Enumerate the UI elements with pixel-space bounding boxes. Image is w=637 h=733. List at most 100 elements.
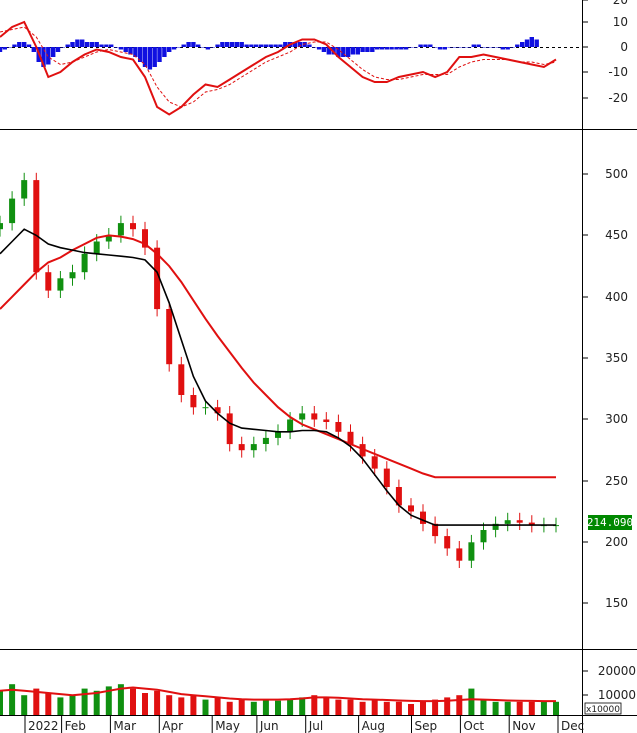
macd-histogram-bar xyxy=(244,44,249,47)
price-candle xyxy=(0,223,3,230)
macd-histogram-bar xyxy=(22,42,27,47)
macd-histogram-bar xyxy=(210,47,215,48)
volume-bar xyxy=(33,688,40,715)
price-candle xyxy=(93,241,100,254)
volume-bar xyxy=(105,686,112,715)
macd-histogram-bar xyxy=(423,44,428,47)
volume-bar xyxy=(335,699,342,715)
volume-moving-average xyxy=(0,686,556,703)
macd-histogram-bar xyxy=(534,39,539,47)
price-candle xyxy=(262,437,269,444)
price-candle xyxy=(444,536,451,549)
volume-bar xyxy=(444,697,451,715)
macd-histogram-bar xyxy=(2,47,7,50)
macd-histogram-bar xyxy=(418,44,423,47)
macd-histogram-bar xyxy=(200,47,206,48)
macd-histogram-bar xyxy=(384,47,389,50)
price-tick-label: 200 xyxy=(605,535,628,549)
macd-histogram-bar xyxy=(312,47,317,48)
macd-histogram-bar xyxy=(452,47,457,48)
macd-histogram-bar xyxy=(142,47,148,67)
volume-bar xyxy=(456,695,463,715)
macd-histogram-bar xyxy=(181,44,186,47)
volume-bar xyxy=(93,690,100,715)
macd-histogram-bar xyxy=(437,47,443,50)
price-candle xyxy=(528,522,535,526)
price-candle xyxy=(492,523,499,530)
macd-histogram-bar xyxy=(60,47,66,48)
price-candle xyxy=(105,235,112,242)
macd-histogram-bar xyxy=(283,42,288,47)
macd-histogram-bar xyxy=(413,47,418,48)
macd-histogram-bar xyxy=(249,44,254,47)
macd-histogram-bar xyxy=(162,47,167,57)
volume-bar xyxy=(0,690,3,715)
volume-bar xyxy=(214,697,221,715)
x-tick-label: 2022 xyxy=(28,719,59,733)
macd-tick-label: -10 xyxy=(608,65,628,79)
macd-histogram-bar xyxy=(529,37,534,47)
price-candle xyxy=(383,468,390,487)
volume-bar xyxy=(250,701,257,715)
volume-bar xyxy=(81,688,88,715)
macd-histogram-bar xyxy=(229,42,235,47)
volume-bar xyxy=(395,701,402,715)
price-candle xyxy=(226,413,233,445)
macd-histogram-bar xyxy=(466,47,472,48)
macd-histogram-bar xyxy=(355,47,360,55)
volume-bar xyxy=(202,699,209,715)
macd-tick-label: 0 xyxy=(620,40,628,54)
volume-bar xyxy=(504,701,511,715)
price-candle xyxy=(456,548,463,561)
volume-bar xyxy=(21,695,28,715)
macd-histogram-bar xyxy=(152,47,157,67)
x-tick-label: Oct xyxy=(463,719,484,733)
price-candle xyxy=(371,456,378,469)
volume-bar xyxy=(347,699,354,715)
price-tick-label: 400 xyxy=(605,290,628,304)
price-candle xyxy=(347,431,354,445)
price-candle xyxy=(9,198,16,224)
price-ma200-line xyxy=(0,234,556,479)
volume-bar xyxy=(516,701,523,715)
macd-tick-label: 10 xyxy=(613,15,628,29)
macd-histogram-bar xyxy=(481,47,486,48)
macd-histogram-bar xyxy=(278,44,283,47)
macd-histogram-bar xyxy=(515,44,520,47)
macd-histogram-bar xyxy=(70,42,75,47)
price-candle xyxy=(142,229,148,248)
price-y-axis: 500 450 400 350 300 250 200 150 xyxy=(582,167,628,610)
macd-lines xyxy=(0,20,557,116)
macd-histogram-bar xyxy=(432,47,438,48)
macd-histogram-bar xyxy=(471,44,476,47)
macd-histogram-bar xyxy=(104,44,109,47)
macd-histogram-bar xyxy=(94,42,99,47)
macd-histogram-bar xyxy=(147,47,153,70)
price-candle xyxy=(323,419,330,422)
macd-histogram-bar xyxy=(128,47,133,55)
volume-bar xyxy=(420,701,426,715)
macd-histogram-bar xyxy=(505,47,510,50)
price-candle xyxy=(202,407,209,409)
macd-histogram-bar xyxy=(273,44,278,47)
macd-histogram-bar xyxy=(171,47,177,50)
price-candle xyxy=(21,180,28,199)
macd-histogram-bar xyxy=(55,47,61,52)
x-tick-label: Mar xyxy=(113,719,136,733)
macd-histogram-bar xyxy=(457,47,462,48)
macd-histogram-bar xyxy=(321,47,327,52)
price-candle xyxy=(311,413,318,420)
x-tick-label: Dec xyxy=(561,719,584,733)
volume-bar xyxy=(432,699,439,715)
price-candle xyxy=(420,511,426,524)
volume-bar xyxy=(262,699,269,715)
macd-signal-line xyxy=(0,26,557,108)
macd-histogram-bar xyxy=(167,47,172,52)
price-candle xyxy=(190,395,197,408)
macd-histogram-bar xyxy=(486,47,491,48)
macd-histogram-bar xyxy=(31,47,36,52)
volume-bar xyxy=(553,701,559,715)
macd-histogram-bar xyxy=(408,47,414,48)
price-tick-label: 150 xyxy=(605,596,628,610)
